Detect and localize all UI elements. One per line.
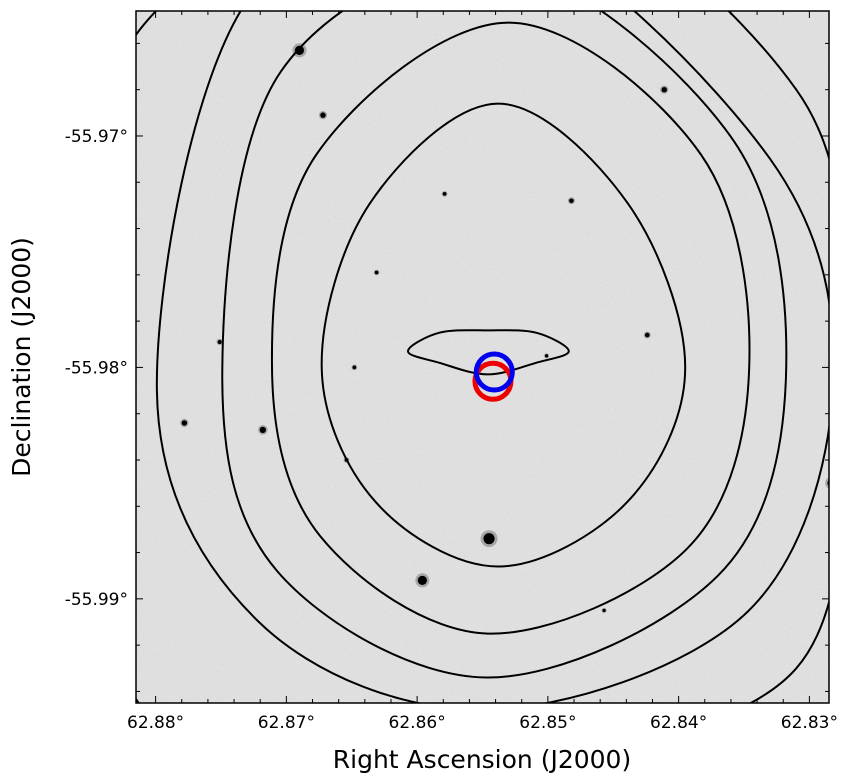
y-axis-label: Declination (J2000) (7, 237, 36, 477)
source-6 (602, 608, 606, 613)
x-tick-labels: 62.88° 62.87° 62.86° 62.85° 62.84° 62.83° (127, 713, 838, 733)
source-17 (294, 45, 305, 55)
plot-frame (135, 10, 830, 704)
x-tick-label-5: 62.83° (781, 713, 838, 733)
x-tick-label-4: 62.84° (650, 713, 707, 733)
contour-level-3 (270, 21, 751, 635)
source-15 (320, 112, 326, 118)
source-1 (483, 533, 495, 545)
source-4 (181, 420, 188, 426)
marker-blue-circle (473, 351, 515, 393)
source-8 (352, 365, 357, 370)
y-tick-label-1: -55.98° (65, 358, 128, 378)
y-tick-label-2: -55.97° (65, 127, 128, 147)
source-halo-2 (825, 477, 829, 489)
source-13 (569, 198, 574, 204)
position-markers (472, 351, 515, 402)
x-axis-label: Right Ascension (J2000) (333, 745, 631, 774)
source-halo-11 (831, 367, 837, 373)
contour-level-4 (221, 11, 788, 679)
contour-lines (136, 11, 829, 703)
contour-level-5 (155, 11, 829, 703)
source-11 (832, 368, 836, 372)
y-tick-label-0: -55.99° (65, 590, 128, 610)
x-tick-label-1: 62.87° (258, 713, 315, 733)
x-tick-label-0: 62.88° (127, 713, 184, 733)
source-0 (417, 575, 427, 585)
source-12 (374, 270, 379, 275)
source-16 (661, 86, 667, 93)
source-9 (217, 339, 222, 345)
source-7 (544, 354, 549, 358)
y-tick-labels: -55.99° -55.98° -55.97° (65, 127, 128, 610)
axis-ticks (136, 11, 829, 703)
x-tick-label-3: 62.85° (519, 713, 576, 733)
x-tick-label-2: 62.86° (389, 713, 446, 733)
contour-level-1 (406, 329, 570, 376)
contour-level-2 (320, 102, 687, 568)
source-10 (644, 332, 650, 338)
source-14 (442, 191, 447, 196)
source-3 (259, 426, 266, 434)
